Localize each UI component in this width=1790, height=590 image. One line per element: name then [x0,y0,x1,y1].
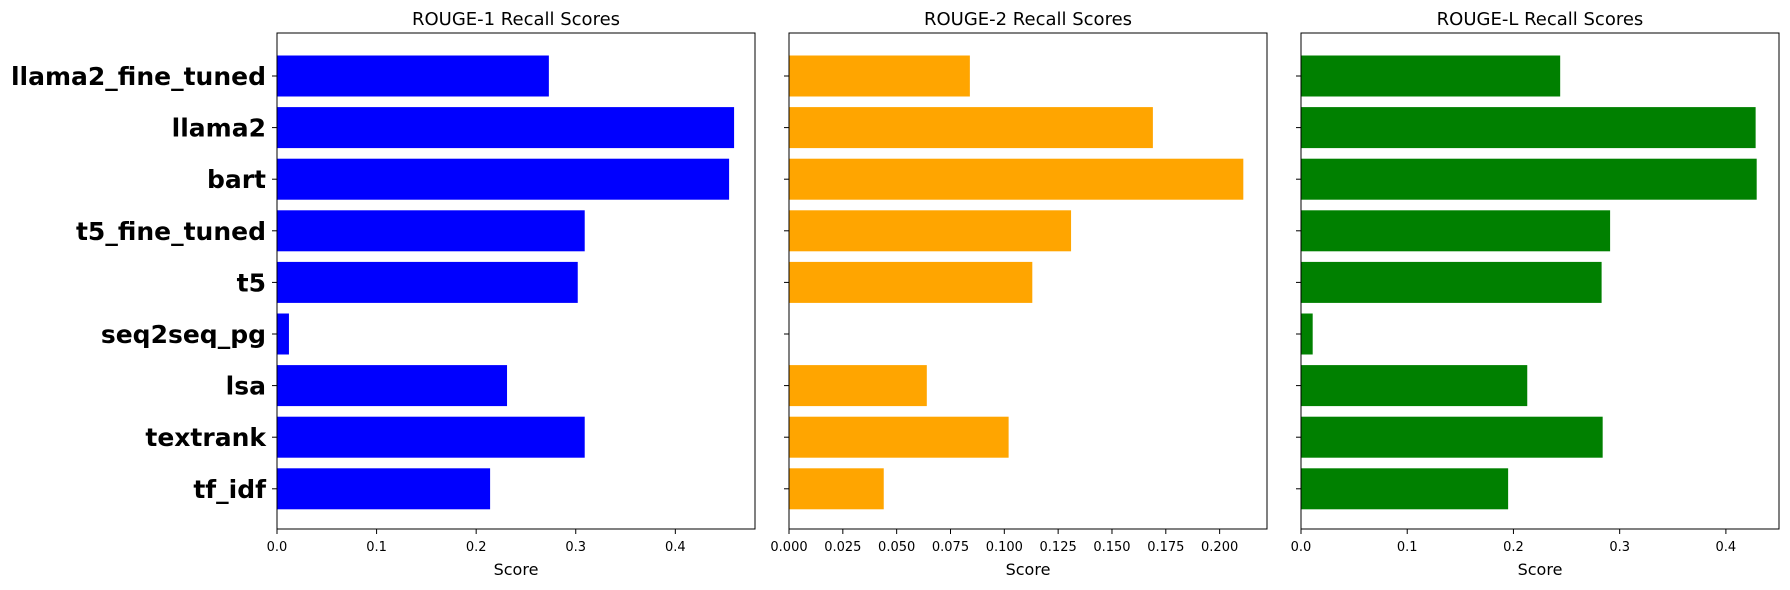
bar-llama2 [277,107,735,149]
bar-llama2_fine_tuned [1301,55,1561,97]
x-tick-label: 0.025 [824,540,861,555]
bar-tf_idf [277,468,491,510]
bar-seq2seq_pg [277,313,289,355]
x-tick-label: 0.1 [366,540,387,555]
x-tick-label: 0.0 [1291,540,1312,555]
x-tick-label: 0.4 [665,540,686,555]
axes-frame [788,32,1268,530]
bar-lsa [789,365,927,407]
axes-frame [1300,32,1780,530]
bar-textrank [789,416,1009,458]
bar-t5_fine_tuned [1301,210,1611,252]
bar-llama2 [1301,107,1756,149]
category-label-textrank: textrank [145,423,267,452]
bar-llama2 [789,107,1153,149]
bar-textrank [277,416,585,458]
axes-frame [276,32,756,530]
x-tick-label: 0.175 [1147,540,1184,555]
x-tick-label: 0.4 [1716,540,1737,555]
x-tick-label: 0.3 [1609,540,1630,555]
x-axis-label: Score [1518,560,1563,579]
category-label-lsa: lsa [226,372,266,401]
bar-bart [789,158,1244,200]
x-tick-label: 0.150 [1093,540,1130,555]
x-tick-label: 0.050 [878,540,915,555]
chart-title: ROUGE-1 Recall Scores [412,9,620,30]
bar-textrank [1301,416,1603,458]
bar-bart [277,158,730,200]
bar-t5 [1301,261,1602,303]
bar-t5 [277,261,578,303]
x-tick-label: 0.075 [932,540,969,555]
x-axis-label: Score [494,560,539,579]
x-tick-label: 0.000 [770,540,807,555]
bar-t5_fine_tuned [789,210,1072,252]
x-tick-label: 0.125 [1040,540,1077,555]
category-label-tf_idf: tf_idf [193,475,267,504]
bar-tf_idf [1301,468,1509,510]
chart-title: ROUGE-2 Recall Scores [924,9,1132,30]
category-label-bart: bart [207,165,266,194]
category-label-seq2seq_pg: seq2seq_pg [101,320,266,349]
bar-lsa [277,365,508,407]
category-label-t5_fine_tuned: t5_fine_tuned [76,217,266,246]
bar-seq2seq_pg [1301,313,1313,355]
category-label-llama2: llama2 [172,114,266,143]
bar-llama2_fine_tuned [277,55,549,97]
category-label-llama2_fine_tuned: llama2_fine_tuned [11,62,266,91]
x-tick-label: 0.1 [1397,540,1418,555]
bar-t5_fine_tuned [277,210,585,252]
x-tick-label: 0.2 [1503,540,1524,555]
x-tick-label: 0.200 [1201,540,1238,555]
bar-bart [1301,158,1757,200]
category-label-t5: t5 [237,268,266,297]
bar-tf_idf [789,468,884,510]
x-tick-label: 0.100 [986,540,1023,555]
x-axis-label: Score [1006,560,1051,579]
bar-llama2_fine_tuned [789,55,970,97]
bar-t5 [789,261,1033,303]
chart-title: ROUGE-L Recall Scores [1437,9,1644,30]
x-tick-label: 0.0 [267,540,288,555]
x-tick-label: 0.2 [466,540,487,555]
x-tick-label: 0.3 [565,540,586,555]
bar-lsa [1301,365,1528,407]
